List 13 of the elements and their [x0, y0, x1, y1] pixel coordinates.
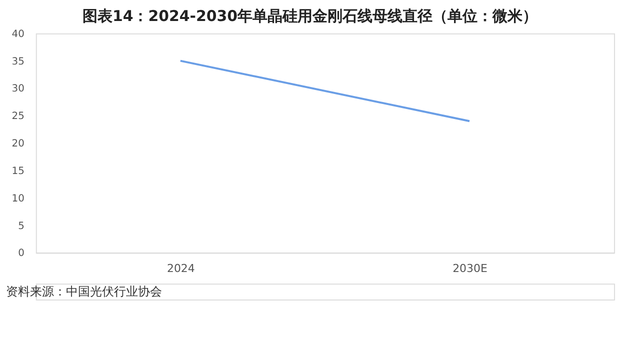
y-tick-label: 15 — [12, 166, 24, 177]
text: 资料来源：中国光伏行业协会 — [6, 284, 162, 299]
chart-title: 图表14：2024-2030年单晶硅用金刚石线母线直径（单位：微米） — [82, 6, 538, 25]
y-tick-label: 30 — [12, 84, 24, 95]
y-tick-label: 25 — [12, 111, 24, 122]
x-tick-label: 2024 — [166, 262, 195, 276]
y-tick-label: 40 — [12, 28, 24, 40]
y-tick-label: 0 — [18, 248, 24, 260]
y-tick-label: 35 — [12, 56, 24, 68]
x-tick-label: 2030E — [452, 262, 488, 276]
y-tick-label: 10 — [12, 193, 24, 204]
y-tick-label: 20 — [12, 138, 24, 150]
y-tick-label: 5 — [18, 220, 24, 232]
